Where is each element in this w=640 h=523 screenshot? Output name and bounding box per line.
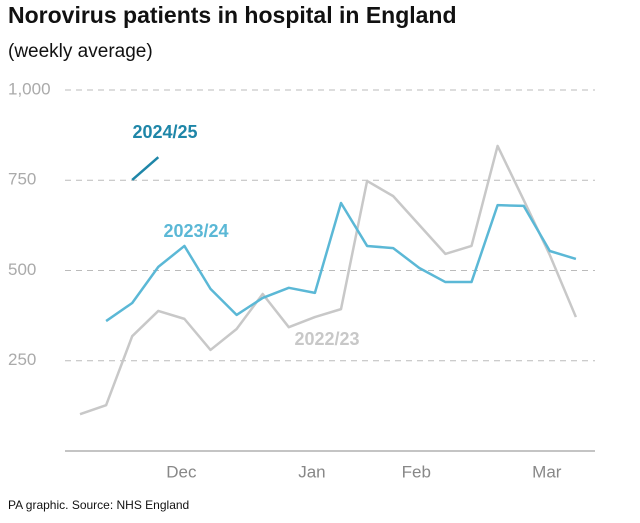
series-label: 2024/25 <box>132 122 197 142</box>
x-tick-label: Dec <box>166 462 197 481</box>
y-tick-label: 500 <box>8 260 36 279</box>
chart-subtitle: (weekly average) <box>8 41 153 62</box>
y-tick-label: 750 <box>8 170 36 189</box>
series-line <box>105 201 577 323</box>
series-line <box>131 156 160 181</box>
x-tick-label: Jan <box>298 462 325 481</box>
x-tick-label: Feb <box>402 462 431 481</box>
x-tick-label: Mar <box>532 462 562 481</box>
y-tick-label: 250 <box>8 350 36 369</box>
source: PA graphic. Source: NHS England <box>8 498 189 512</box>
series-label: 2022/23 <box>294 329 359 349</box>
series-line <box>79 144 578 416</box>
chart-title: Norovirus patients in hospital in Englan… <box>8 2 457 28</box>
series-label: 2023/24 <box>163 221 228 241</box>
y-tick-label: 1,000 <box>8 79 51 98</box>
